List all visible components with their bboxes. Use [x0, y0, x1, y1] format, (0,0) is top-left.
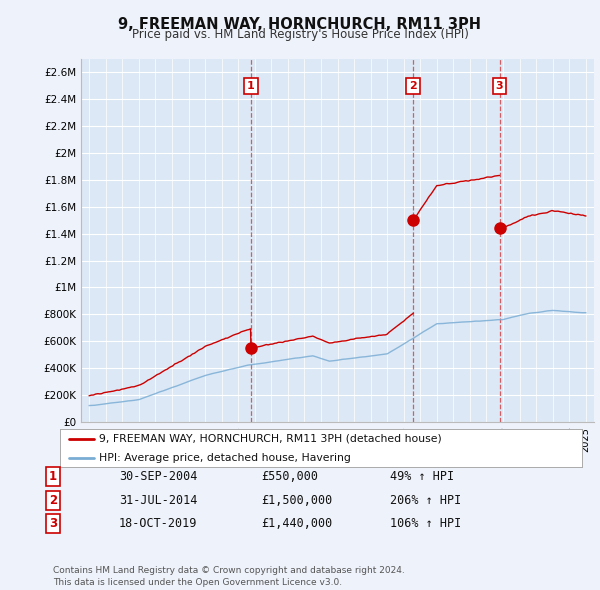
- Text: HPI: Average price, detached house, Havering: HPI: Average price, detached house, Have…: [99, 453, 351, 463]
- Text: 30-SEP-2004: 30-SEP-2004: [119, 470, 197, 483]
- Text: £550,000: £550,000: [261, 470, 318, 483]
- Text: 49% ↑ HPI: 49% ↑ HPI: [390, 470, 454, 483]
- Text: 3: 3: [496, 81, 503, 91]
- Text: Contains HM Land Registry data © Crown copyright and database right 2024.
This d: Contains HM Land Registry data © Crown c…: [53, 566, 404, 587]
- Text: 206% ↑ HPI: 206% ↑ HPI: [390, 494, 461, 507]
- Text: 9, FREEMAN WAY, HORNCHURCH, RM11 3PH (detached house): 9, FREEMAN WAY, HORNCHURCH, RM11 3PH (de…: [99, 434, 442, 444]
- Text: 1: 1: [49, 470, 57, 483]
- Text: 2: 2: [409, 81, 417, 91]
- Text: 3: 3: [49, 517, 57, 530]
- Text: 1: 1: [247, 81, 254, 91]
- Text: Price paid vs. HM Land Registry's House Price Index (HPI): Price paid vs. HM Land Registry's House …: [131, 28, 469, 41]
- Text: 31-JUL-2014: 31-JUL-2014: [119, 494, 197, 507]
- Text: £1,500,000: £1,500,000: [261, 494, 332, 507]
- Text: 106% ↑ HPI: 106% ↑ HPI: [390, 517, 461, 530]
- Text: 18-OCT-2019: 18-OCT-2019: [119, 517, 197, 530]
- Text: 2: 2: [49, 494, 57, 507]
- Text: 9, FREEMAN WAY, HORNCHURCH, RM11 3PH: 9, FREEMAN WAY, HORNCHURCH, RM11 3PH: [119, 17, 482, 31]
- Text: £1,440,000: £1,440,000: [261, 517, 332, 530]
